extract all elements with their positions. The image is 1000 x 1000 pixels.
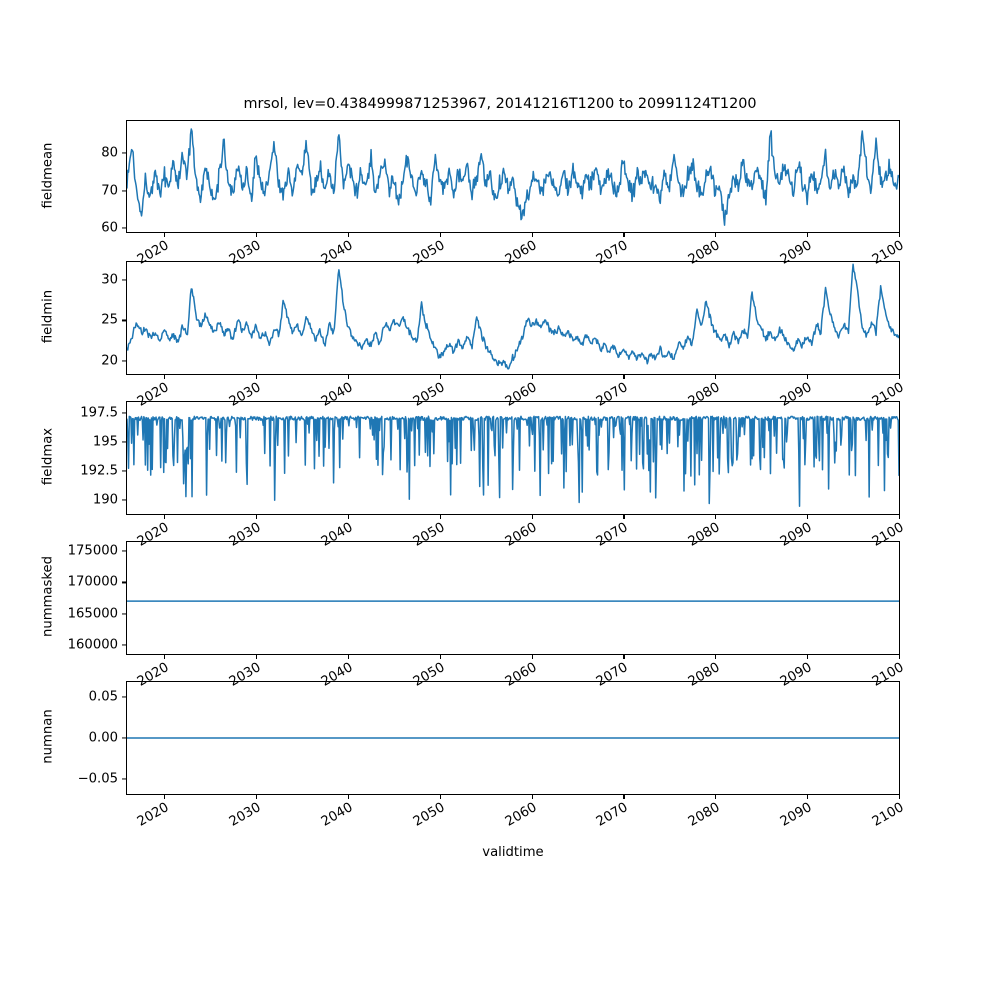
x-tick-mark [439,233,441,237]
x-tick-mark [439,515,441,519]
y-tick-label-fieldmean: 80 [101,145,118,161]
x-tick-mark [807,655,809,659]
nummasked-line-plot [127,600,899,602]
x-tick-mark [164,375,166,379]
x-tick-label-numnan: 2100 [869,800,907,830]
x-tick-mark [531,795,533,799]
y-tick-label-fieldmax: 190 [92,492,118,508]
x-tick-label-numnan: 2030 [226,800,264,830]
x-tick-mark [715,655,717,659]
x-tick-mark [899,795,901,799]
subplot-fieldmean [126,120,900,233]
subplot-nummasked [126,541,900,655]
fieldmean-line-plot [127,128,899,226]
x-tick-mark [164,655,166,659]
x-tick-mark [899,233,901,237]
y-axis-label-fieldmax: fieldmax [40,427,56,486]
y-axis-label-fieldmean: fieldmean [40,142,56,208]
y-axis-label-numnan: numnan [40,709,56,764]
y-tick-label-nummasked: 175000 [67,543,118,559]
x-tick-mark [255,233,258,237]
x-tick-mark [347,655,349,659]
x-tick-mark [715,375,717,379]
x-tick-label-numnan: 2020 [135,800,172,830]
x-tick-label-numnan: 2090 [778,800,815,830]
fieldmin-line-plot [127,263,899,370]
x-tick-mark [715,515,717,519]
x-tick-mark [255,655,258,659]
y-tick-label-nummasked: 160000 [67,637,118,653]
x-tick-mark [255,375,258,379]
fieldmax-line-plot [127,415,899,507]
x-tick-mark [164,795,166,799]
x-tick-mark [347,515,349,519]
x-tick-mark [255,515,258,519]
y-tick-label-numnan: −0.05 [77,771,118,787]
subplot-numnan [126,681,900,795]
y-tick-label-fieldmean: 60 [101,220,118,236]
x-tick-mark [531,233,533,237]
x-tick-mark [715,795,717,799]
x-tick-mark [347,233,349,237]
x-tick-mark [807,233,809,237]
subplot-fieldmin [126,261,900,375]
x-axis-label: validtime [482,845,544,860]
x-tick-mark [347,795,349,799]
y-tick-label-fieldmax: 197.5 [80,405,118,420]
y-axis-label-fieldmin: fieldmin [40,289,56,344]
x-tick-mark [347,375,349,379]
y-tick-label-numnan: 0.05 [88,689,118,705]
x-tick-mark [623,655,625,659]
x-tick-mark [807,515,809,519]
x-tick-mark [439,795,441,799]
x-tick-mark [899,375,901,379]
y-tick-label-fieldmax: 192.5 [80,463,118,479]
x-tick-mark [164,515,166,519]
y-tick-label-fieldmin: 30 [101,272,118,288]
y-tick-label-fieldmean: 70 [101,183,118,199]
x-tick-mark [807,795,809,799]
x-tick-mark [531,515,533,519]
y-tick-label-nummasked: 170000 [67,574,118,590]
x-tick-mark [255,795,258,799]
x-tick-mark [164,233,166,237]
x-tick-mark [623,795,625,799]
y-tick-label-fieldmax: 195 [92,434,118,450]
y-tick-label-nummasked: 165000 [67,606,118,622]
numnan-line-plot [127,737,899,739]
x-tick-mark [715,233,717,237]
x-tick-mark [623,515,625,519]
x-tick-mark [807,375,809,379]
x-tick-mark [531,655,533,659]
figure-title: mrsol, lev=0.4384999871253967, 20141216T… [243,96,757,112]
subplot-fieldmax [126,401,900,515]
x-tick-mark [439,375,441,379]
x-tick-mark [623,233,625,237]
y-tick-label-numnan: 0.00 [88,730,118,746]
x-tick-mark [623,375,625,379]
x-tick-mark [531,375,533,379]
x-tick-mark [439,655,441,659]
x-tick-mark [899,655,901,659]
x-tick-mark [899,515,901,519]
y-tick-label-fieldmin: 25 [101,312,118,328]
y-axis-label-nummasked: nummasked [40,556,56,638]
y-tick-label-fieldmin: 20 [101,353,118,369]
